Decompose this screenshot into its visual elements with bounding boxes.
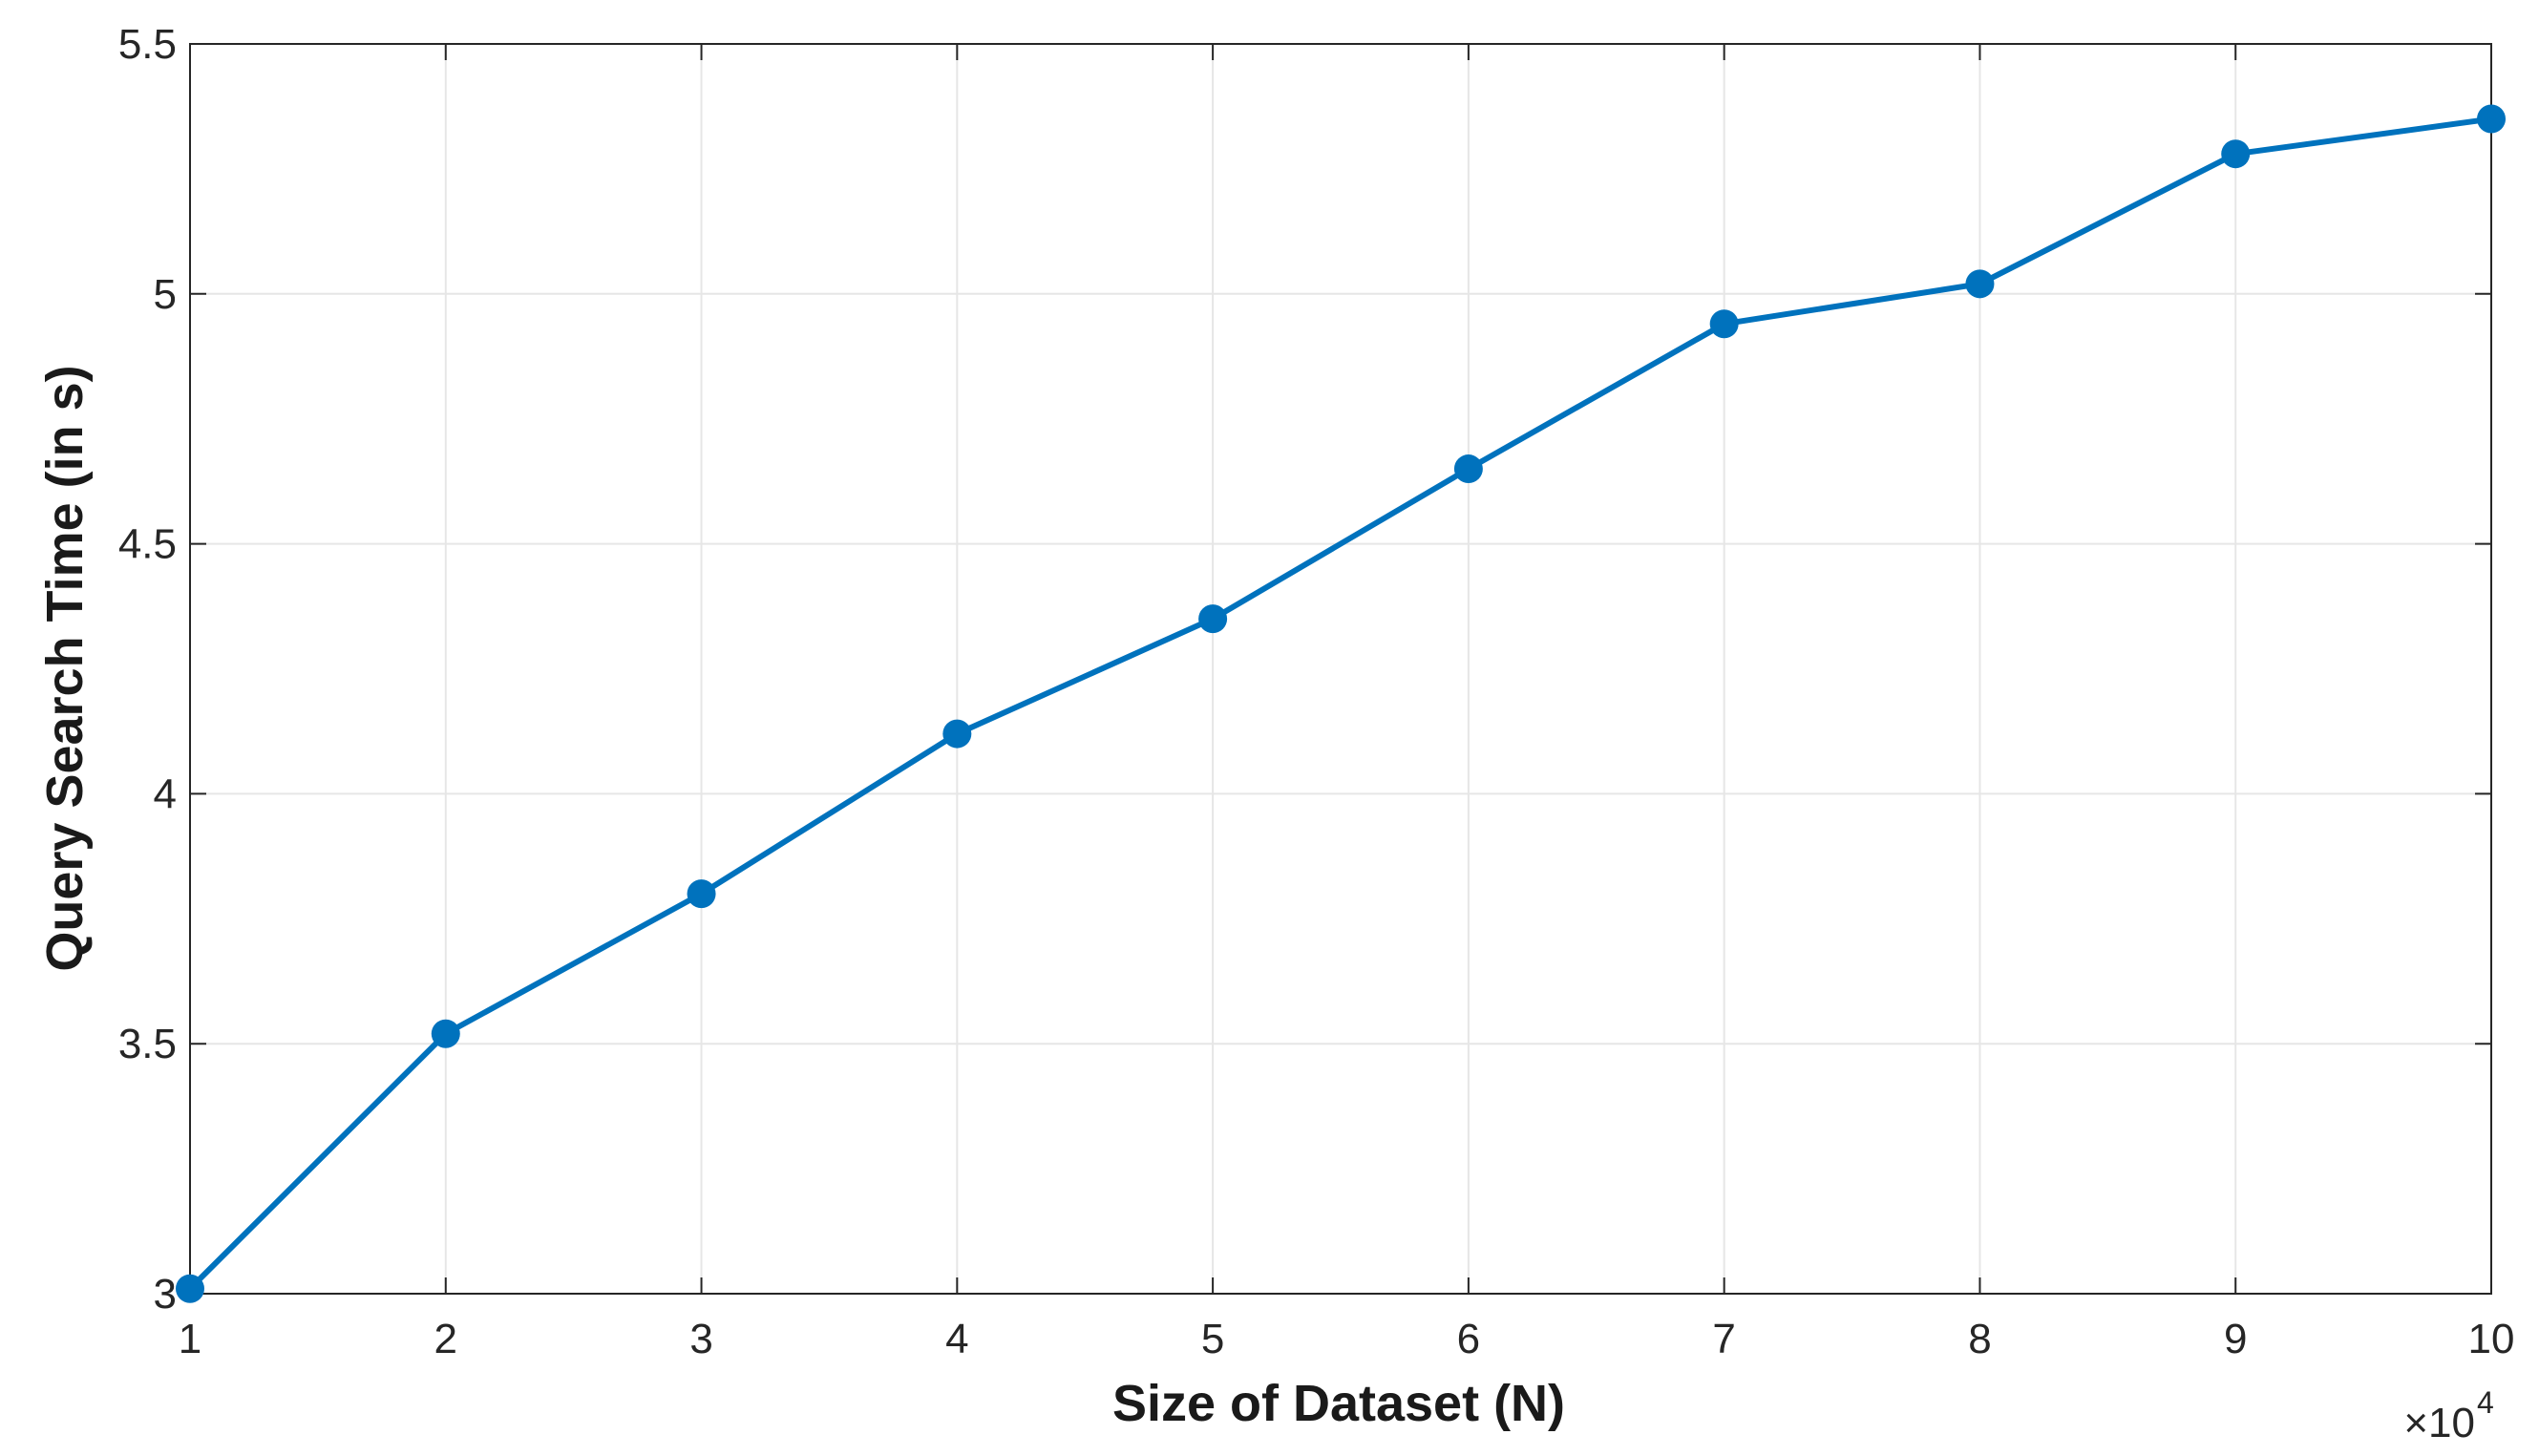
y-tick-label: 5.5	[118, 21, 177, 68]
x-tick-label: 7	[1712, 1316, 1735, 1362]
y-axis-label: Query Search Time (in s)	[36, 365, 94, 971]
data-point	[1453, 454, 1483, 484]
y-tick-label: 4.5	[118, 521, 177, 568]
x-tick-label: 6	[1457, 1316, 1480, 1362]
plot-frame	[189, 43, 2492, 1295]
data-point	[1965, 269, 1995, 299]
data-point	[1198, 604, 1228, 634]
y-tick-label: 4	[154, 770, 177, 817]
x-multiplier: ×10	[2403, 1400, 2475, 1446]
x-axis-label: Size of Dataset (N)	[1112, 1375, 1565, 1432]
data-point	[2477, 104, 2506, 134]
data-point	[176, 1274, 204, 1303]
data-point	[687, 879, 716, 909]
x-tick-label: 5	[1201, 1316, 1224, 1362]
x-tick-label: 10	[2468, 1316, 2515, 1362]
x-tick-label: 3	[689, 1316, 712, 1362]
x-tick-label: 9	[2224, 1316, 2247, 1362]
y-tick-label: 3.5	[118, 1021, 177, 1067]
data-point	[2221, 139, 2251, 169]
x-tick-label: 4	[945, 1316, 968, 1362]
data-point	[942, 719, 972, 749]
x-tick-label: 2	[434, 1316, 457, 1362]
data-line	[187, 116, 2492, 1291]
data-point	[431, 1019, 460, 1048]
y-tick-label: 5	[154, 271, 177, 318]
x-tick-label: 1	[179, 1316, 201, 1362]
y-tick-label: 3	[154, 1271, 177, 1318]
data-point	[1709, 309, 1739, 339]
x-multiplier-exponent: 4	[2477, 1385, 2494, 1420]
x-tick-label: 8	[1968, 1316, 1991, 1362]
